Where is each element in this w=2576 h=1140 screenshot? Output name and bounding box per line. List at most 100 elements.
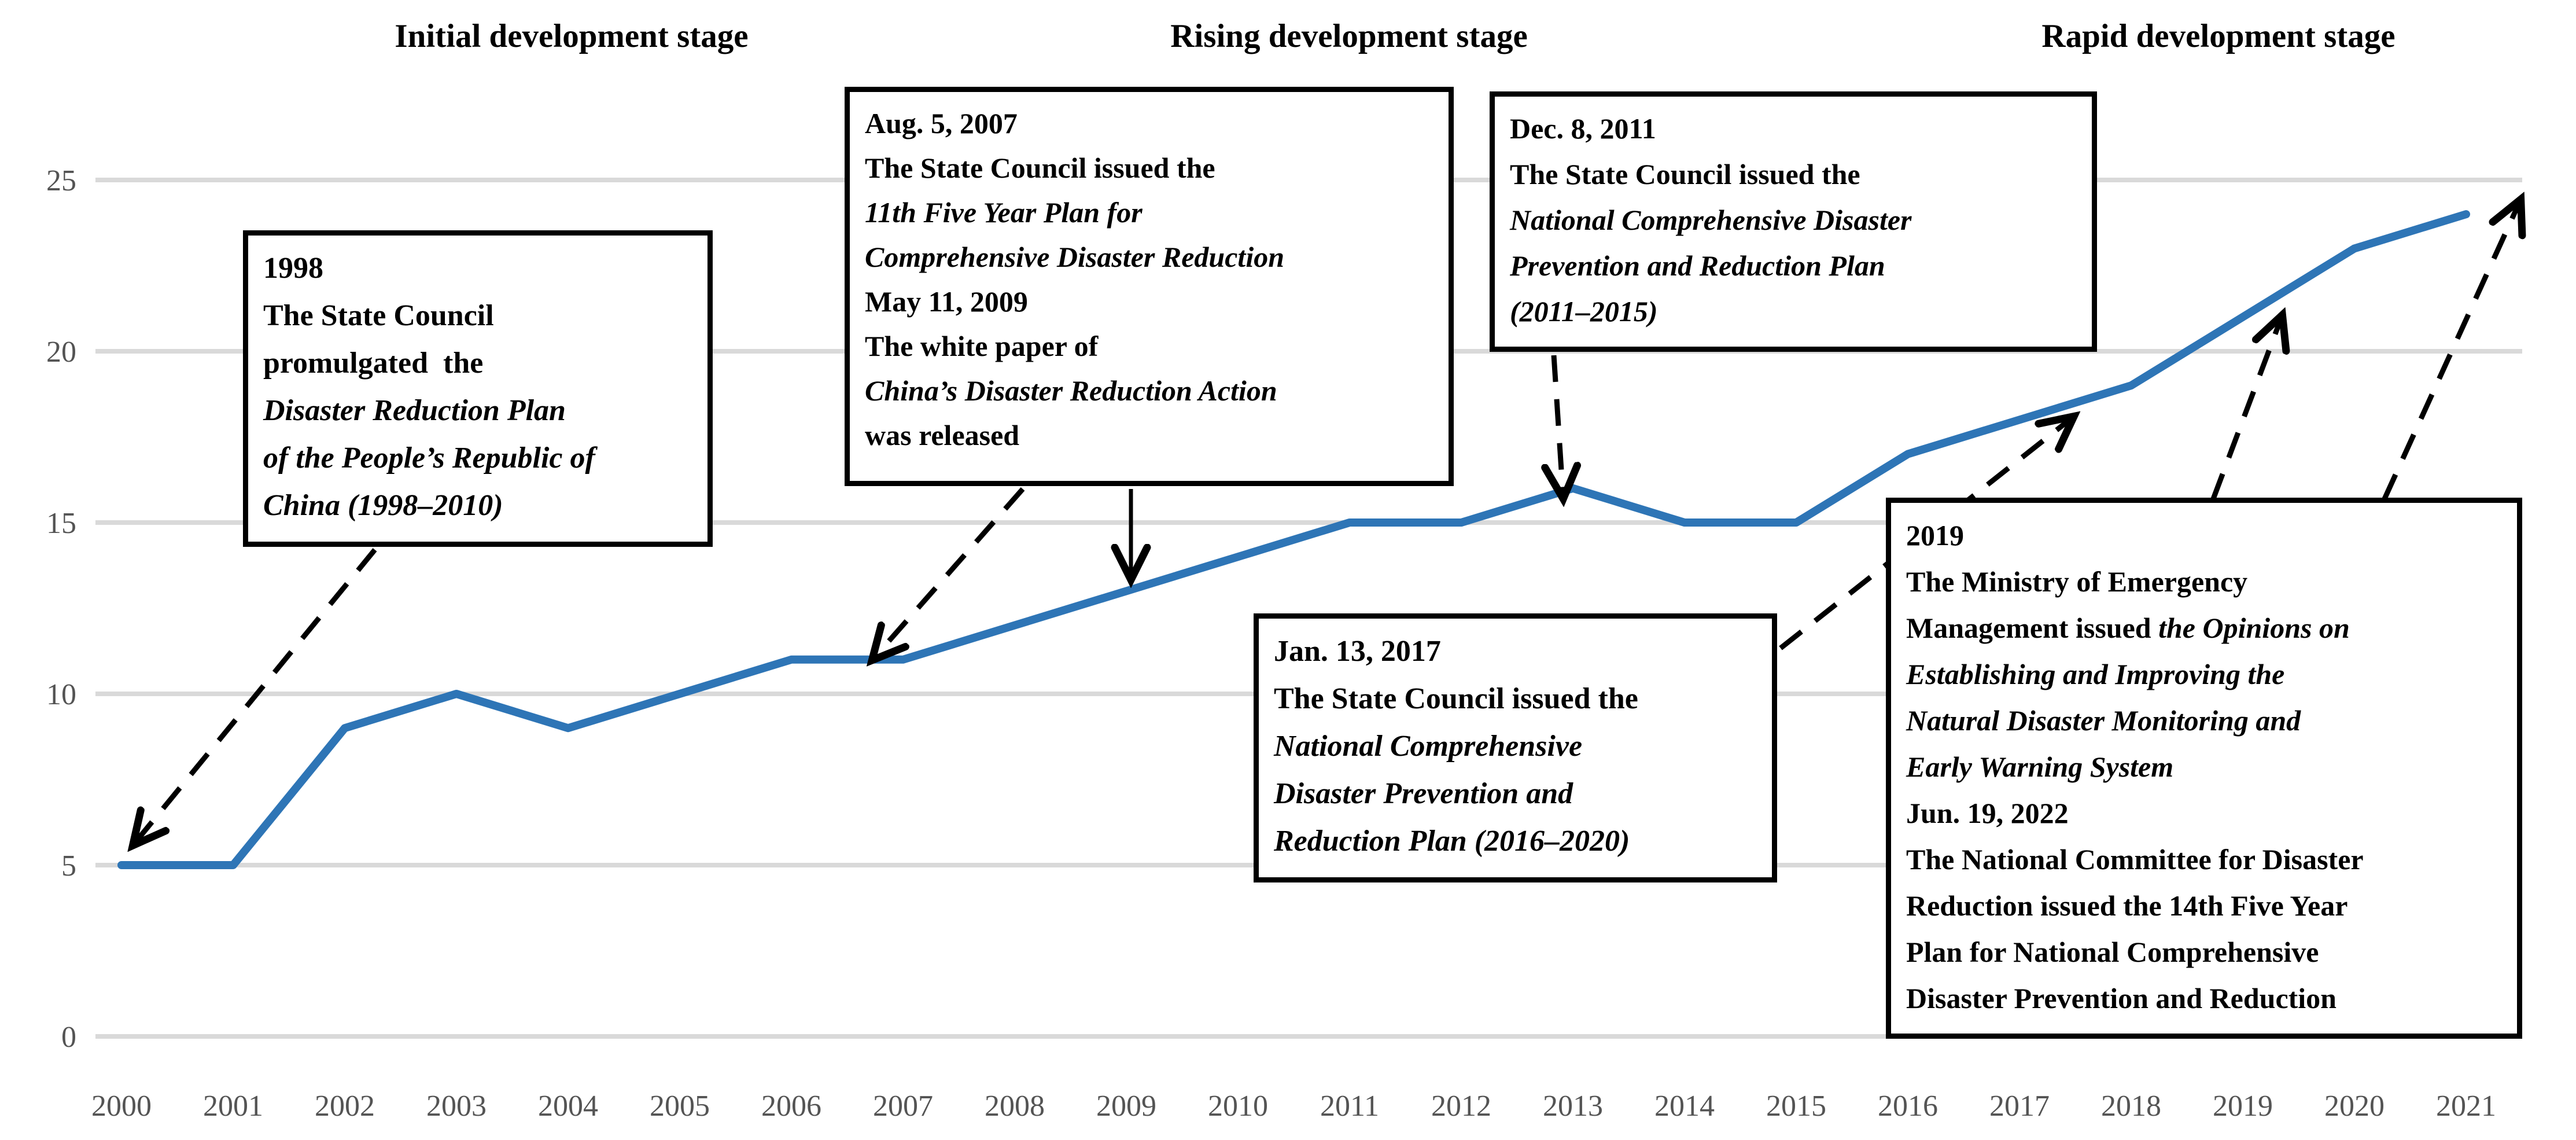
annotation-text-line: The Ministry of Emergency	[1906, 558, 2502, 605]
annotation-text-line: 2019	[1906, 512, 2502, 558]
annotation-text: The State Council issued the	[1274, 682, 1638, 715]
annotation-text-line: The State Council	[263, 292, 692, 340]
annotation-text-line: Plan for National Comprehensive	[1906, 929, 2502, 975]
annotation-text-italic: Comprehensive Disaster Reduction	[865, 241, 1285, 273]
annotation-arrow-2019	[2210, 317, 2282, 500]
annotation-text-line: Reduction Plan (2016–2020)	[1274, 818, 1757, 865]
annotation-text-italic: Prevention and Reduction Plan	[1510, 249, 1885, 282]
y-axis-tick-label: 5	[61, 850, 76, 882]
annotation-text-line: Aug. 5, 2007	[865, 101, 1433, 146]
annotation-box-2007-2009: Aug. 5, 2007 The State Council issued the…	[845, 87, 1454, 486]
x-axis-tick-label: 2015	[1766, 1090, 1826, 1123]
annotation-text-line: 1998	[263, 245, 692, 292]
annotation-text-line: of the People’s Republic of	[263, 435, 692, 482]
annotation-text-italic: China (1998–2010)	[263, 489, 503, 522]
y-axis-tick-labels: 0 5 10 15 20 25	[46, 164, 76, 1054]
annotation-text-line: Dec. 8, 2011	[1510, 106, 2077, 152]
annotation-text-line: Reduction issued the 14th Five Year	[1906, 882, 2502, 929]
annotation-text: Plan for National Comprehensive	[1906, 936, 2319, 968]
annotation-text-italic: National Comprehensive	[1274, 730, 1583, 763]
y-axis-tick-label: 20	[46, 336, 76, 369]
x-axis-tick-label: 2005	[650, 1090, 710, 1123]
annotation-text-line: Disaster Reduction Plan	[263, 387, 692, 435]
annotation-text-line: promulgated the	[263, 340, 692, 387]
annotation-text-line: The State Council issued the	[1274, 675, 1757, 723]
x-axis-tick-label: 2020	[2324, 1090, 2385, 1123]
annotation-text: The State Council issued the	[1510, 158, 1860, 190]
annotation-text-italic: 11th Five Year Plan for	[865, 196, 1143, 229]
annotation-text-line: China (1998–2010)	[263, 482, 692, 529]
annotation-text: Disaster Prevention and Reduction	[1906, 982, 2337, 1014]
annotation-text: The Ministry of Emergency	[1906, 565, 2248, 598]
annotation-text-italic: Natural Disaster Monitoring and	[1906, 704, 2301, 737]
x-axis-tick-label: 2004	[538, 1090, 598, 1123]
stage-title-rapid: Rapid development stage	[2041, 18, 2396, 54]
annotation-text-line: Early Warning System	[1906, 744, 2502, 790]
annotation-text: May 11, 2009	[865, 285, 1028, 318]
x-axis-tick-label: 2003	[426, 1090, 487, 1123]
annotation-text-italic: Early Warning System	[1906, 751, 2174, 783]
annotation-arrow-2007	[874, 487, 1025, 659]
annotation-text-italic: Disaster Reduction Plan	[263, 394, 566, 427]
annotation-text-line: The State Council issued the	[1510, 152, 2077, 197]
y-axis-tick-label: 15	[46, 507, 76, 540]
annotation-text-italic: Establishing and Improving the	[1906, 658, 2285, 690]
annotation-text: The State Council issued the	[865, 152, 1215, 184]
x-axis-tick-label: 2011	[1320, 1090, 1379, 1123]
annotation-text: Jan. 13, 2017	[1274, 635, 1441, 668]
annotation-text-line: Natural Disaster Monitoring and	[1906, 697, 2502, 744]
x-axis-tick-label: 2009	[1096, 1090, 1156, 1123]
stage-title-rising: Rising development stage	[1170, 18, 1528, 54]
x-axis-tick-label: 2010	[1208, 1090, 1268, 1123]
annotation-text-italic: China’s Disaster Reduction Action	[865, 374, 1277, 407]
annotation-box-2019-2022: 2019 The Ministry of Emergency Management …	[1886, 498, 2522, 1039]
annotation-text: Management issued	[1906, 612, 2159, 644]
y-axis-tick-label: 10	[46, 678, 76, 711]
x-axis-tick-label: 2002	[315, 1090, 375, 1123]
annotation-text-line: China’s Disaster Reduction Action	[865, 369, 1433, 413]
y-axis-tick-label: 25	[46, 164, 76, 197]
annotation-text-italic: Disaster Prevention and	[1274, 777, 1573, 810]
x-axis-tick-label: 2021	[2436, 1090, 2496, 1123]
annotation-text-line: Jan. 13, 2017	[1274, 628, 1757, 675]
x-axis-tick-label: 2006	[761, 1090, 821, 1123]
annotation-text-italic: (2011–2015)	[1510, 295, 1658, 328]
annotation-text-line: 11th Five Year Plan for	[865, 190, 1433, 235]
annotation-text-line: The white paper of	[865, 324, 1433, 369]
annotation-text-italic: the Opinions on	[2158, 612, 2350, 644]
annotation-text-line: was released	[865, 413, 1433, 458]
annotation-text-line: Disaster Prevention and	[1274, 770, 1757, 818]
data-series-line	[117, 210, 2470, 869]
x-axis-tick-label: 2001	[203, 1090, 263, 1123]
annotation-text-italic: National Comprehensive Disaster	[1510, 204, 1912, 236]
annotation-text: The National Committee for Disaster	[1906, 843, 2364, 876]
annotation-box-2017: Jan. 13, 2017 The State Council issued th…	[1254, 613, 1777, 882]
x-axis-tick-label: 2018	[2101, 1090, 2161, 1123]
x-axis-tick-label: 2000	[91, 1090, 152, 1123]
annotation-text: Dec. 8, 2011	[1510, 112, 1656, 145]
annotation-text: 2019	[1906, 519, 1964, 551]
annotation-text-line: The State Council issued the	[865, 146, 1433, 190]
annotation-text: Jun. 19, 2022	[1906, 797, 2069, 829]
annotation-text: 1998	[263, 252, 323, 285]
annotation-text-line: The National Committee for Disaster	[1906, 836, 2502, 882]
annotation-text: Reduction issued the 14th Five Year	[1906, 889, 2348, 922]
annotation-box-1998: 1998 The State Council promulgated the Disa…	[243, 230, 713, 547]
annotation-text-line: Establishing and Improving the	[1906, 651, 2502, 697]
annotation-text: Aug. 5, 2007	[865, 107, 1018, 139]
annotation-text-line: Disaster Prevention and Reduction	[1906, 975, 2502, 1021]
annotation-arrow-2011	[1554, 355, 1563, 497]
annotation-text-line: Comprehensive Disaster Reduction	[865, 235, 1433, 280]
stage-title-initial: Initial development stage	[395, 18, 749, 54]
x-axis-tick-label: 2007	[873, 1090, 933, 1123]
annotation-arrow-2022	[2382, 201, 2520, 500]
x-axis-tick-label: 2014	[1654, 1090, 1715, 1123]
annotation-text-line: Prevention and Reduction Plan	[1510, 243, 2077, 289]
annotation-text: promulgated the	[263, 347, 484, 380]
annotation-text: The white paper of	[865, 330, 1099, 362]
x-axis-tick-label: 2008	[985, 1090, 1045, 1123]
x-axis-tick-labels: 2000 2001 2002 2003 2004 2005 2006 2007 2008 2009…	[91, 1090, 2496, 1123]
annotation-text: The State Council	[263, 299, 494, 332]
annotation-text-line: (2011–2015)	[1510, 289, 2077, 334]
